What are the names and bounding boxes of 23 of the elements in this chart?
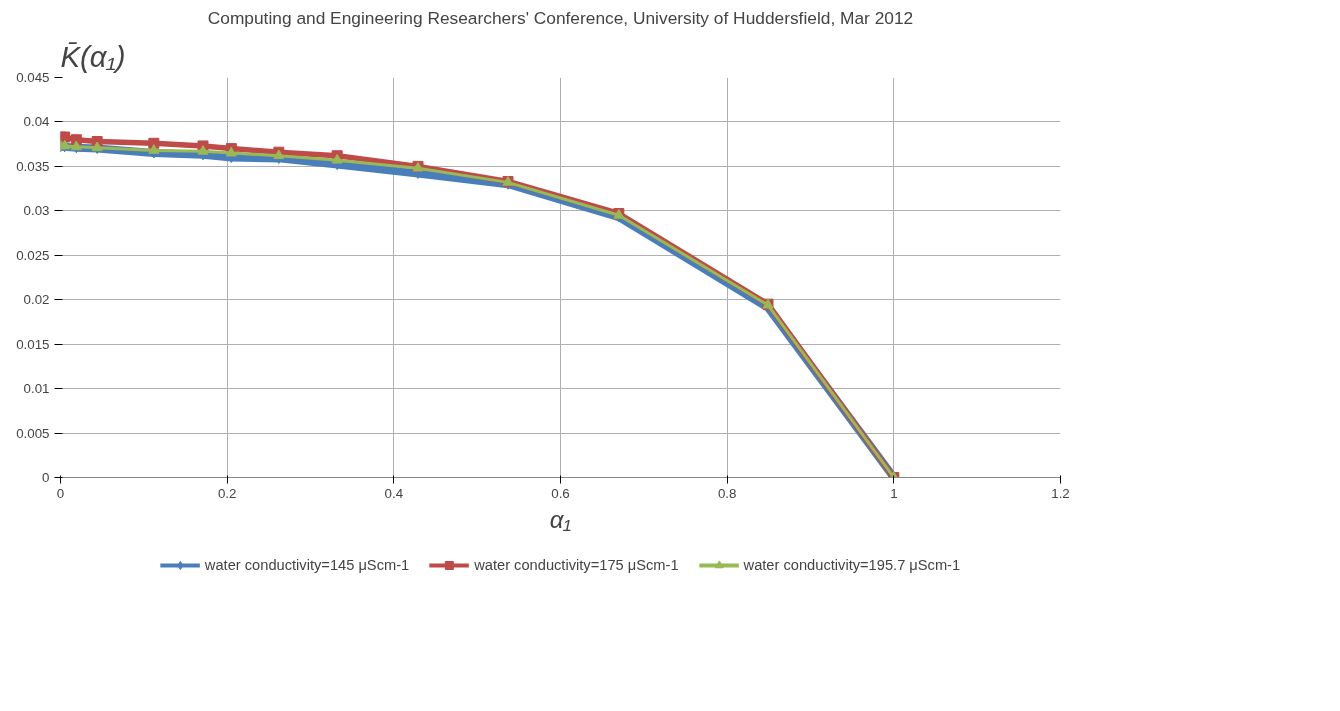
legend-label: water conductivity=145 μScm-1: [204, 557, 410, 573]
y-tick-label: 0.04: [23, 114, 51, 130]
y-tick-label: 0.005: [16, 425, 50, 441]
y-tick-label: 0.035: [16, 158, 50, 174]
x-tick-label: 1.2: [1051, 485, 1070, 501]
y-axis-title: K̄(α₁): [60, 39, 126, 73]
y-tick-label: 0.03: [23, 203, 50, 219]
y-tick-label: 0.025: [16, 247, 50, 263]
x-axis-title: α₁: [549, 505, 572, 533]
legend-label: water conductivity=195.7 μScm-1: [743, 557, 961, 573]
legend-label: water conductivity=175 μScm-1: [474, 557, 679, 573]
x-tick-label: 1: [890, 485, 898, 501]
x-tick-label: 0.6: [551, 485, 570, 501]
x-tick-label: 0.4: [384, 485, 404, 501]
chart-title: Computing and Engineering Researchers' Conference, University of Huddersfield, Mar 2012: [207, 7, 914, 28]
y-tick-label: 0: [42, 470, 50, 485]
x-tick-label: 0: [56, 485, 65, 501]
y-tick-label: 0.01: [23, 381, 50, 397]
x-tick-label: 0.2: [217, 485, 237, 501]
y-tick-label: 0.045: [16, 70, 50, 85]
x-tick-label: 0.8: [717, 485, 737, 501]
y-tick-label: 0.015: [16, 336, 50, 352]
y-tick-label: 0.02: [23, 292, 50, 308]
